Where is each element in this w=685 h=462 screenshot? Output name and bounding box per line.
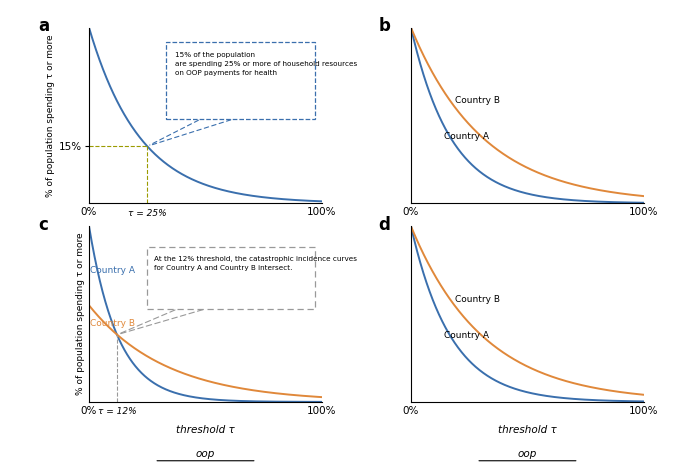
Text: household resources: household resources bbox=[145, 267, 266, 276]
Y-axis label: % of population spending τ or more: % of population spending τ or more bbox=[76, 233, 85, 395]
Text: d: d bbox=[378, 216, 390, 234]
Text: c: c bbox=[38, 216, 48, 234]
Text: threshold τ: threshold τ bbox=[498, 425, 557, 435]
Text: Country B: Country B bbox=[456, 96, 500, 105]
Text: oop: oop bbox=[518, 251, 537, 261]
Text: Country B: Country B bbox=[90, 319, 135, 328]
Text: threshold τ: threshold τ bbox=[498, 226, 557, 236]
Y-axis label: % of population spending τ or more: % of population spending τ or more bbox=[46, 34, 55, 197]
Text: household resources: household resources bbox=[467, 267, 588, 276]
Text: a: a bbox=[38, 17, 49, 35]
Text: oop: oop bbox=[196, 251, 215, 261]
Text: τ = 12%: τ = 12% bbox=[98, 407, 136, 416]
Text: Country A: Country A bbox=[90, 266, 135, 274]
Text: oop: oop bbox=[518, 450, 537, 459]
Text: threshold τ: threshold τ bbox=[176, 425, 235, 435]
Text: τ = 25%: τ = 25% bbox=[128, 208, 166, 218]
Text: threshold τ: threshold τ bbox=[176, 226, 235, 236]
Text: Country B: Country B bbox=[456, 295, 500, 304]
Text: 15% of the population
are spending 25% or more of household resources
on OOP pay: 15% of the population are spending 25% o… bbox=[175, 52, 358, 76]
Text: Country A: Country A bbox=[444, 331, 488, 340]
Text: At the 12% threshold, the catastrophic incidence curves
for Country A and Countr: At the 12% threshold, the catastrophic i… bbox=[154, 256, 358, 271]
Text: b: b bbox=[378, 17, 390, 35]
Text: oop: oop bbox=[196, 450, 215, 459]
Text: Country A: Country A bbox=[444, 133, 488, 141]
